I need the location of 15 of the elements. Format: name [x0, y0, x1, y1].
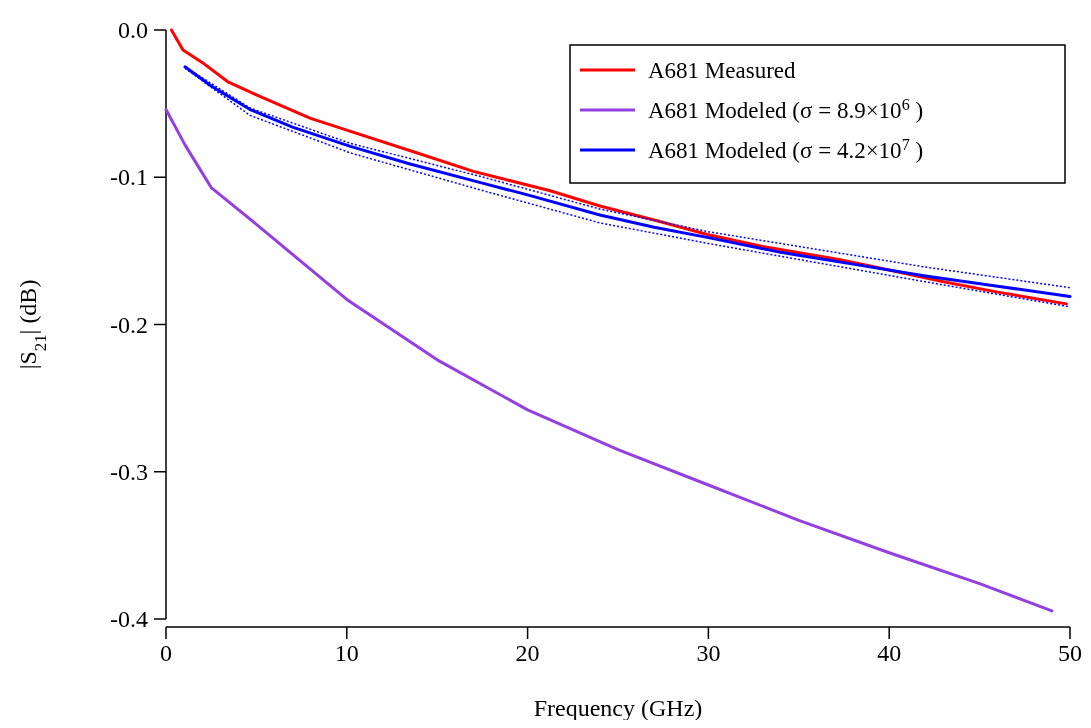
legend-label: A681 Measured — [648, 58, 797, 83]
x-tick-label: 10 — [334, 640, 359, 666]
x-tick-label: 20 — [515, 640, 540, 666]
y-tick-label: -0.1 — [110, 164, 148, 191]
y-tick-label: -0.3 — [110, 458, 148, 485]
x-tick-label: 50 — [1058, 640, 1082, 666]
legend-label: A681 Modeled (σ = 4.2×10$^{7}$ ) — [648, 135, 924, 163]
line-series — [169, 28, 1068, 306]
y-tick-label: -0.4 — [110, 606, 148, 632]
x-tick-label: 40 — [877, 640, 902, 666]
x-tick-label: 0 — [160, 640, 172, 666]
y-tick-label: -0.2 — [110, 311, 148, 338]
legend-label: A681 Modeled (σ = 8.9×10$^{6}$ ) — [648, 95, 924, 123]
x-tick-label: 30 — [696, 640, 721, 666]
y-tick-label: 0.0 — [118, 17, 148, 43]
